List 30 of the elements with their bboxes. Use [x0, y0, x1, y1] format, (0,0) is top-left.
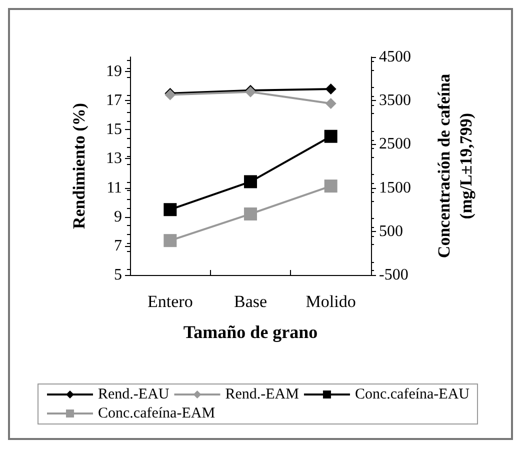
point	[244, 207, 257, 220]
x-axis-title: Tamaño de grano	[183, 322, 318, 342]
point	[164, 234, 177, 248]
y2-tick-label: -500	[379, 266, 408, 284]
y2-tick-label: 3500	[379, 92, 411, 110]
legend-label: Rend.-EAU	[98, 386, 170, 402]
y2-tick-label: 4500	[379, 48, 411, 66]
point	[244, 175, 257, 188]
y-tick-label: 19	[106, 63, 122, 80]
y-tick-label: 9	[114, 208, 122, 226]
y-axis-title: Rendimiento (%)	[70, 102, 88, 230]
y2-tick-label: 1500	[379, 179, 411, 196]
legend-label: Conc.cafeína-EAM	[98, 406, 216, 422]
point	[324, 180, 338, 193]
y-tick-label: 13	[106, 150, 122, 168]
y-tick-label: 17	[106, 92, 122, 110]
y2-tick-label: 500	[379, 222, 403, 240]
x-tick-label: Entero	[148, 292, 193, 311]
y-tick-label: 15	[106, 121, 122, 138]
legend-label: Conc.cafeína-EAU	[354, 386, 470, 402]
y2-axis-title: Concentración de cafeína (mg/L±19,799)	[434, 73, 476, 258]
x-tick-label: Base	[234, 292, 268, 311]
legend-label: Rend.-EAM	[225, 386, 299, 402]
y2-tick-label: 2500	[379, 136, 411, 153]
point	[324, 130, 338, 143]
y-tick-label: 7	[114, 237, 122, 254]
point	[164, 203, 177, 216]
y-tick-label: 11	[106, 179, 122, 196]
x-tick-label: Molido	[306, 292, 356, 311]
y-tick-label: 5	[114, 266, 122, 284]
